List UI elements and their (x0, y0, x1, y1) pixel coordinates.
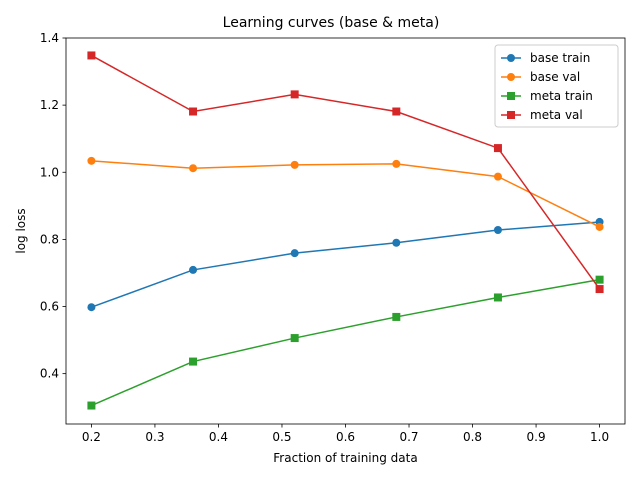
legend-box (494, 44, 619, 128)
y-tick-label: 0.4 (40, 367, 59, 381)
data-point (87, 156, 96, 165)
data-point (290, 249, 299, 258)
legend: base train base val meta train meta val (494, 44, 619, 128)
data-point (493, 144, 502, 153)
legend-label: meta val (530, 108, 583, 122)
legend-item-base-val: base val (501, 70, 580, 84)
series-meta-train (87, 275, 604, 410)
legend-item-meta-train: meta train (501, 89, 593, 103)
plot-area (87, 51, 604, 410)
data-point (290, 334, 299, 343)
data-point (595, 222, 604, 231)
y-tick-label: 0.8 (40, 232, 59, 246)
x-tick-label: 0.6 (336, 430, 355, 444)
legend-marker (507, 54, 515, 62)
series-line-meta-val (91, 54, 601, 290)
data-point (87, 51, 96, 60)
x-tick-label: 0.8 (463, 430, 482, 444)
y-tick-label: 0.6 (40, 300, 59, 314)
y-tick-label: 1.2 (40, 98, 59, 112)
data-point (189, 164, 198, 173)
x-tick-label: 0.5 (272, 430, 291, 444)
legend-marker (507, 73, 515, 81)
y-axis: 0.4 0.6 0.8 1.0 1.2 1.4 (40, 31, 66, 381)
y-tick-label: 1.4 (40, 31, 59, 45)
legend-label: base val (530, 70, 580, 84)
data-point (87, 303, 96, 312)
chart-title: Learning curves (base & meta) (223, 15, 440, 31)
data-point (189, 357, 198, 366)
series-line-base-train (91, 221, 600, 308)
legend-label: meta train (530, 89, 593, 103)
series-base-val (87, 156, 604, 231)
data-point (392, 159, 401, 168)
legend-item-meta-val: meta val (501, 108, 583, 122)
series-line-meta-train (91, 278, 600, 407)
data-point (493, 293, 502, 302)
series-line-base-val (91, 160, 600, 228)
legend-item-base-train: base train (501, 51, 590, 65)
data-point (595, 285, 604, 294)
x-tick-label: 1.0 (590, 430, 609, 444)
data-point (392, 238, 401, 247)
legend-marker (507, 111, 515, 119)
data-point (595, 275, 604, 284)
data-point (87, 401, 96, 410)
series-meta-val (87, 51, 604, 294)
legend-marker (507, 92, 515, 100)
data-point (189, 107, 198, 116)
x-tick-label: 0.9 (527, 430, 546, 444)
data-point (290, 90, 299, 99)
x-tick-label: 0.7 (399, 430, 418, 444)
x-tick-label: 0.3 (145, 430, 164, 444)
data-point (392, 312, 401, 321)
y-tick-label: 1.0 (40, 165, 59, 179)
data-point (189, 265, 198, 274)
series-base-train (87, 217, 604, 312)
data-point (493, 172, 502, 181)
legend-label: base train (530, 51, 590, 65)
data-point (493, 225, 502, 234)
x-axis-label: Fraction of training data (273, 451, 417, 465)
x-axis: 0.2 0.3 0.4 0.5 0.6 0.7 0.8 0.9 1.0 (82, 424, 609, 444)
x-tick-label: 0.2 (82, 430, 101, 444)
y-axis-label: log loss (14, 208, 28, 253)
data-point (392, 107, 401, 116)
data-point (290, 160, 299, 169)
x-tick-label: 0.4 (209, 430, 228, 444)
